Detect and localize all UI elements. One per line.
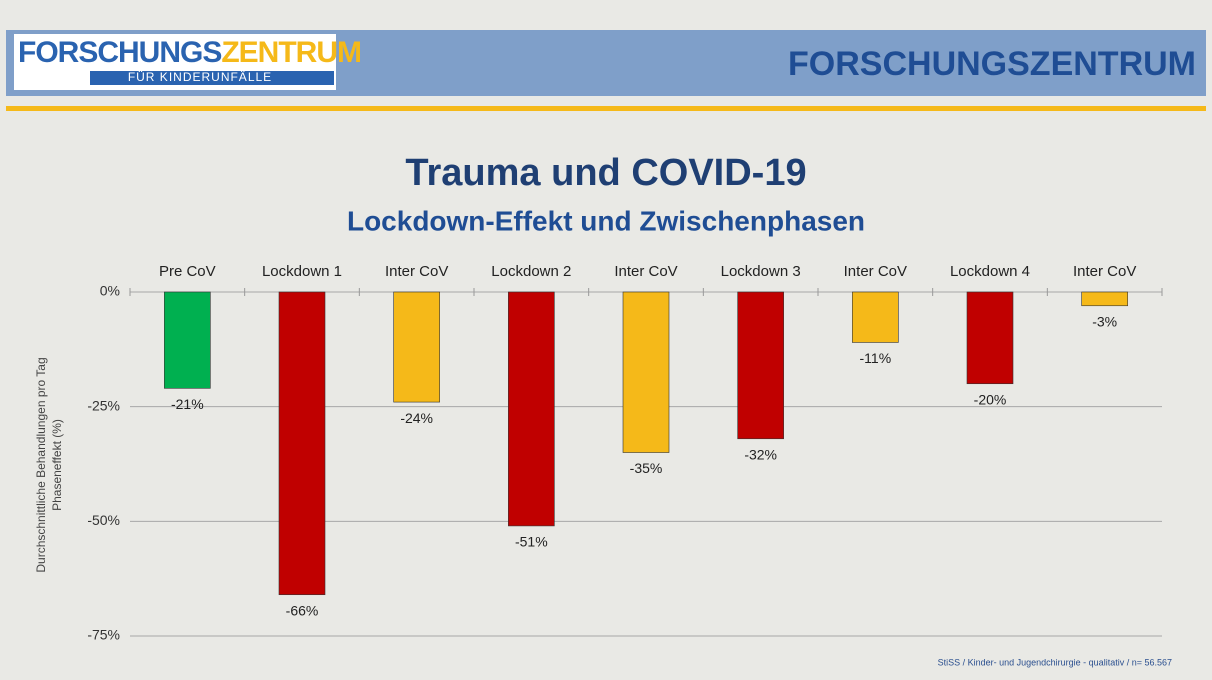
chart-subtitle: Lockdown-Effekt und Zwischenphasen	[347, 205, 865, 236]
value-label: -20%	[974, 391, 1007, 407]
x-tick-label: Lockdown 3	[721, 263, 801, 280]
value-label: -51%	[515, 534, 548, 550]
value-label: -11%	[860, 350, 892, 366]
x-tick-label: Inter CoV	[1073, 263, 1136, 280]
value-label: -32%	[744, 446, 777, 462]
bar	[852, 291, 899, 343]
logo-main: FORSCHUNGSZENTRUM	[18, 36, 361, 69]
x-tick-label: Lockdown 2	[491, 263, 571, 280]
footnote: StiSS / Kinder- und Jugendchirurgie - qu…	[938, 657, 1172, 667]
y-tick-label: -75%	[87, 627, 120, 643]
bar	[278, 291, 326, 596]
value-label: -35%	[630, 460, 663, 476]
x-tick-label: Lockdown 4	[950, 263, 1030, 280]
x-tick-label: Inter CoV	[614, 263, 677, 280]
bar	[164, 291, 211, 389]
bar	[622, 291, 670, 453]
x-tick-label: Lockdown 1	[262, 263, 342, 280]
value-label: -3%	[1092, 313, 1117, 329]
x-tick-label: Pre CoV	[159, 263, 216, 280]
bar	[966, 291, 1014, 385]
brand: FORSCHUNGSZENTRUM	[788, 45, 1196, 83]
logo-sub-band	[90, 71, 334, 85]
value-label: -21%	[171, 396, 204, 412]
y-axis-label: Phaseneffekt (%)	[50, 419, 64, 511]
value-label: -24%	[400, 410, 433, 426]
y-axis-label: Durchschnittliche Behandlungen pro Tag	[34, 357, 48, 572]
header-rule	[6, 106, 1206, 111]
logo-sub: FÜR KINDERUNFÄLLE	[128, 70, 272, 84]
x-tick-label: Inter CoV	[844, 263, 907, 280]
y-tick-label: -25%	[87, 397, 120, 413]
bar	[393, 291, 440, 403]
value-label: -66%	[286, 602, 319, 618]
chart-title: Trauma und COVID-19	[405, 152, 806, 194]
bar	[737, 291, 784, 440]
bar	[1081, 291, 1128, 307]
bar	[508, 291, 555, 527]
y-tick-label: 0%	[100, 283, 120, 299]
y-tick-label: -50%	[87, 512, 120, 528]
x-tick-label: Inter CoV	[385, 263, 448, 280]
